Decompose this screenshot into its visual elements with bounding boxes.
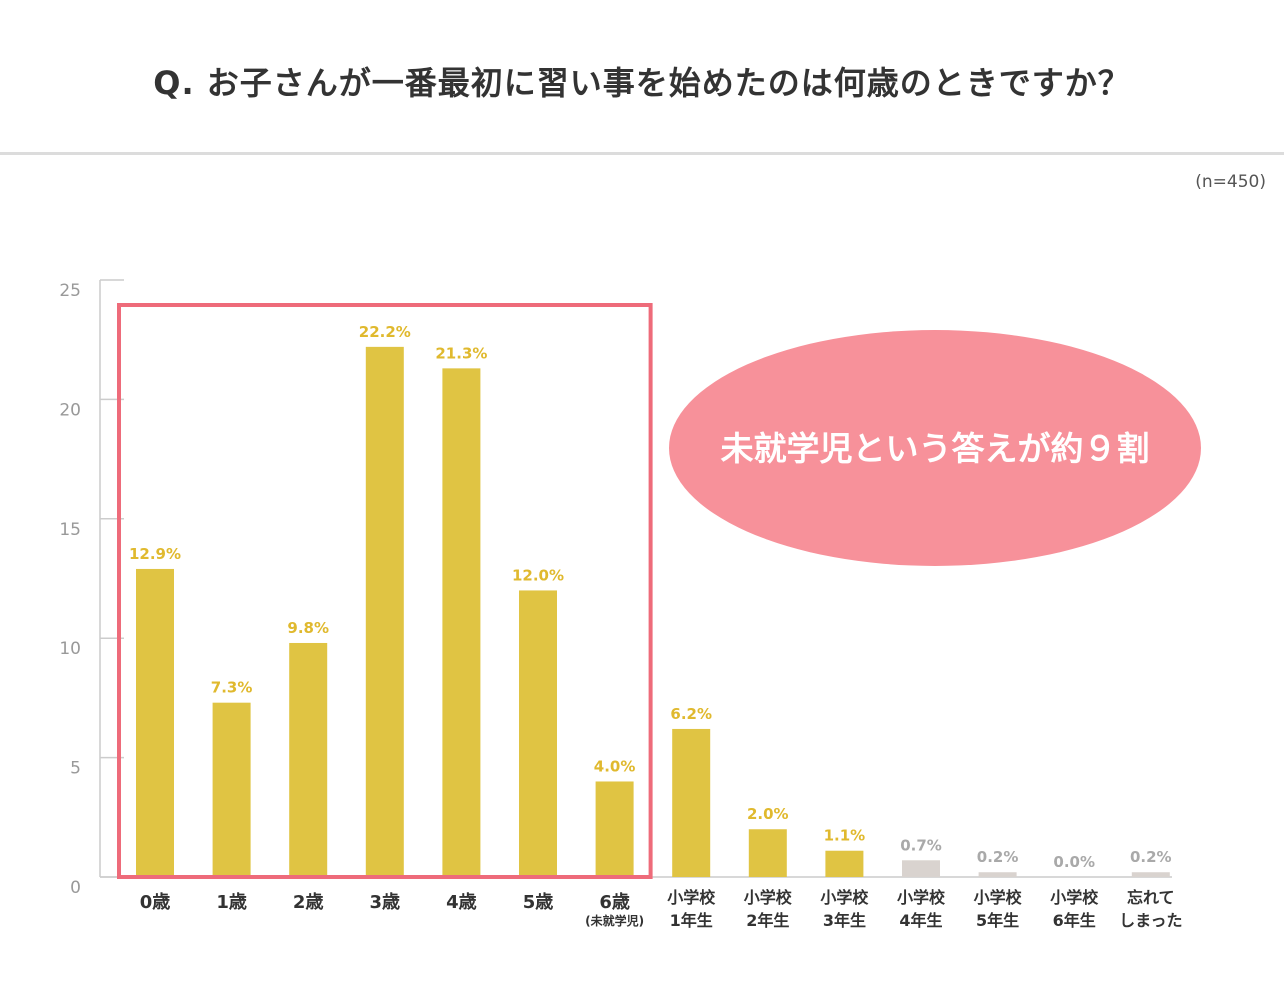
y-tick-label: 0 (70, 878, 81, 898)
category-label: 小学校 (974, 888, 1023, 907)
category-label: 0歳 (140, 892, 171, 913)
question-title: Q. お子さんが一番最初に習い事を始めたのは何歳のときですか？ (153, 64, 1131, 102)
category-label: 4年生 (899, 911, 942, 930)
category-label: 3年生 (823, 911, 866, 930)
callout: 未就学児という答えが約９割 (669, 330, 1201, 566)
category-label: 5年生 (976, 911, 1019, 930)
bar (212, 702, 251, 877)
bar (902, 860, 940, 877)
category-label: 小学校 (1050, 888, 1099, 907)
category-labels: 0歳 1歳 2歳 3歳 4歳 5歳 6歳(未就学児) 小学校 1年生 小学校 2年生 小学校 3年生 小学… (140, 888, 1183, 930)
value-label: 2.0% (747, 805, 789, 823)
category-label: 6歳 (599, 892, 630, 913)
bars (136, 346, 1170, 877)
callout-ellipse (669, 330, 1201, 566)
bar (595, 781, 634, 877)
value-label: 0.7% (900, 836, 942, 854)
bar (825, 850, 864, 877)
value-label: 0.2% (1130, 848, 1172, 866)
value-label: 6.2% (670, 705, 712, 723)
bar (442, 368, 481, 877)
category-label: 忘れて (1127, 888, 1175, 907)
value-label: 9.8% (287, 619, 329, 637)
category-label: 4歳 (446, 892, 477, 913)
value-label: 1.1% (824, 827, 866, 845)
bar (672, 728, 711, 877)
value-label: 0.2% (977, 848, 1019, 866)
y-tick-label: 10 (59, 639, 81, 659)
y-tick-label: 25 (59, 281, 81, 301)
category-note: (未就学児) (585, 913, 644, 928)
category-label: 小学校 (667, 888, 716, 907)
category-label: 1年生 (670, 911, 713, 930)
value-label: 12.0% (512, 566, 564, 584)
category-label: 小学校 (744, 888, 793, 907)
y-tick-label: 5 (70, 759, 81, 779)
category-label: 小学校 (897, 888, 946, 907)
category-label: 小学校 (820, 888, 869, 907)
bar (365, 346, 404, 877)
bar (136, 568, 174, 877)
sample-size-label: (n=450) (1195, 172, 1266, 192)
callout-text: 未就学児という答えが約９割 (721, 429, 1150, 468)
category-label: 1歳 (216, 892, 247, 913)
y-tick-label: 15 (59, 520, 81, 540)
value-label: 22.2% (359, 323, 411, 341)
value-label: 4.0% (594, 757, 636, 775)
preschool-highlight-box (117, 303, 653, 879)
value-labels: 12.9% 7.3% 9.8% 22.2% 21.3% 12.0% 4.0% 6.2% 2.0%… (129, 323, 1172, 871)
bar (978, 872, 1017, 877)
title-divider (0, 152, 1284, 155)
y-tick-label: 20 (59, 400, 81, 420)
category-label: 3歳 (370, 892, 401, 913)
bar (748, 829, 787, 877)
category-label: 2歳 (293, 892, 324, 913)
value-label: 0.0% (1053, 853, 1095, 871)
category-label: 2年生 (746, 911, 789, 930)
bar (289, 642, 328, 877)
category-label: 6年生 (1053, 911, 1096, 930)
category-label: しまった (1119, 911, 1182, 930)
bar (519, 590, 557, 877)
value-label: 12.9% (129, 545, 181, 563)
category-label: 5歳 (523, 892, 554, 913)
value-label: 21.3% (435, 344, 487, 362)
value-label: 7.3% (211, 679, 253, 697)
bar (1131, 872, 1170, 877)
